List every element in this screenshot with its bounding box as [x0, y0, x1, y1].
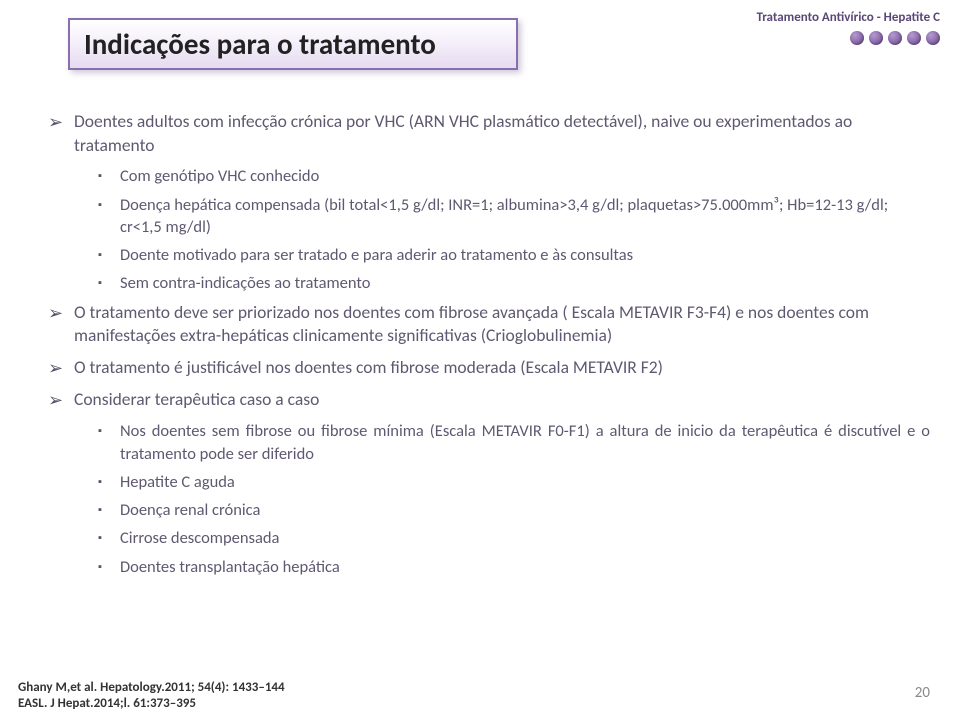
bullet-text: Doentes transplantação hepática — [120, 556, 930, 578]
bullet-lvl2: ▪ Nos doentes sem fibrose ou fibrose mín… — [98, 420, 930, 465]
bullet-lvl1: ➢ Considerar terapêutica caso a caso — [48, 388, 930, 412]
square-icon: ▪ — [98, 471, 120, 493]
section-label: Tratamento Antivírico - Hepatite C — [756, 10, 940, 25]
bullet-text: Doentes adultos com infecção crónica por… — [74, 110, 930, 157]
bullet-text: Sem contra-indicações ao tratamento — [120, 272, 930, 294]
ref-line: EASL. J Hepat.2014;l. 61:373–395 — [18, 696, 285, 712]
arrow-icon: ➢ — [48, 301, 74, 348]
bullet-text: Com genótipo VHC conhecido — [120, 165, 930, 187]
bullet-text: Doença hepática compensada (bil total<1,… — [120, 194, 930, 239]
bullet-text: Doença renal crónica — [120, 499, 930, 521]
arrow-icon: ➢ — [48, 356, 74, 380]
title-box: Indicações para o tratamento — [68, 18, 518, 70]
bullet-text: Nos doentes sem fibrose ou fibrose mínim… — [120, 420, 930, 465]
bullet-lvl2: ▪ Doentes transplantação hepática — [98, 556, 930, 578]
bullet-lvl2: ▪ Cirrose descompensada — [98, 527, 930, 549]
square-icon: ▪ — [98, 499, 120, 521]
square-icon: ▪ — [98, 420, 120, 465]
content-area: ➢ Doentes adultos com infecção crónica p… — [48, 110, 930, 584]
references: Ghany M,et al. Hepatology.2011; 54(4): 1… — [18, 680, 285, 713]
square-icon: ▪ — [98, 194, 120, 239]
dot-icon — [907, 31, 921, 45]
dot-icon — [888, 31, 902, 45]
square-icon: ▪ — [98, 527, 120, 549]
bullet-lvl2: ▪ Doença renal crónica — [98, 499, 930, 521]
square-icon: ▪ — [98, 272, 120, 294]
bullet-text: O tratamento deve ser priorizado nos doe… — [74, 301, 930, 348]
bullet-lvl1: ➢ O tratamento é justificável nos doente… — [48, 356, 930, 380]
arrow-icon: ➢ — [48, 110, 74, 157]
slide: Indicações para o tratamento Tratamento … — [0, 0, 960, 724]
square-icon: ▪ — [98, 165, 120, 187]
square-icon: ▪ — [98, 244, 120, 266]
bullet-lvl1: ➢ O tratamento deve ser priorizado nos d… — [48, 301, 930, 348]
ref-line: Ghany M,et al. Hepatology.2011; 54(4): 1… — [18, 680, 285, 696]
dot-icon — [850, 31, 864, 45]
dots-row — [756, 31, 940, 45]
bullet-lvl1: ➢ Doentes adultos com infecção crónica p… — [48, 110, 930, 157]
bullet-text: Considerar terapêutica caso a caso — [74, 388, 930, 412]
bullet-lvl2: ▪ Doente motivado para ser tratado e par… — [98, 244, 930, 266]
bullet-lvl2: ▪ Com genótipo VHC conhecido — [98, 165, 930, 187]
bullet-lvl2: ▪ Sem contra-indicações ao tratamento — [98, 272, 930, 294]
top-right-block: Tratamento Antivírico - Hepatite C — [756, 10, 940, 45]
dot-icon — [869, 31, 883, 45]
page-number: 20 — [915, 684, 930, 702]
dot-icon — [926, 31, 940, 45]
bullet-text: Hepatite C aguda — [120, 471, 930, 493]
bullet-text: O tratamento é justificável nos doentes … — [74, 356, 930, 380]
bullet-lvl2: ▪ Doença hepática compensada (bil total<… — [98, 194, 930, 239]
arrow-icon: ➢ — [48, 388, 74, 412]
bullet-text: Cirrose descompensada — [120, 527, 930, 549]
square-icon: ▪ — [98, 556, 120, 578]
slide-title: Indicações para o tratamento — [84, 26, 436, 62]
bullet-lvl2: ▪ Hepatite C aguda — [98, 471, 930, 493]
bullet-text: Doente motivado para ser tratado e para … — [120, 244, 930, 266]
